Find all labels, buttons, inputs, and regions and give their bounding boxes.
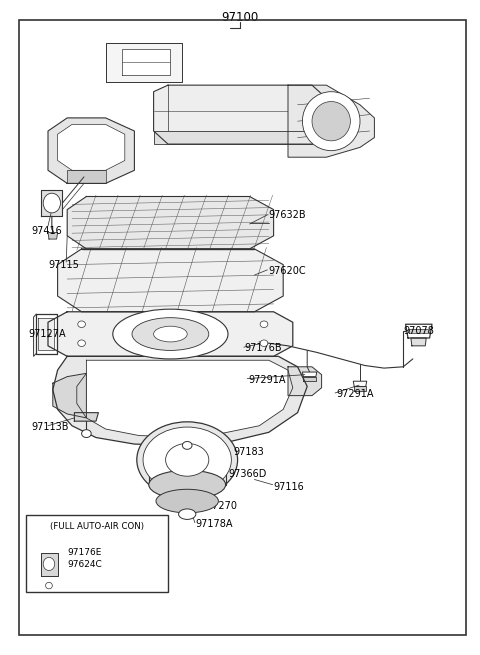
Polygon shape [74,413,98,421]
Polygon shape [106,43,182,82]
Polygon shape [154,131,312,144]
Ellipse shape [46,582,52,589]
Polygon shape [41,553,58,576]
Ellipse shape [82,430,91,438]
Polygon shape [302,372,317,377]
Ellipse shape [78,321,85,328]
Polygon shape [58,249,283,312]
Polygon shape [411,338,426,346]
Polygon shape [48,233,58,239]
Text: 97416: 97416 [31,225,62,236]
Polygon shape [48,118,134,183]
Ellipse shape [182,441,192,449]
Ellipse shape [137,422,238,498]
Ellipse shape [143,427,231,493]
Text: 97115: 97115 [48,259,79,270]
Polygon shape [409,329,428,333]
Polygon shape [67,196,274,249]
Text: 97078: 97078 [403,326,434,337]
Ellipse shape [179,509,196,519]
Text: (FULL AUTO-AIR CON): (FULL AUTO-AIR CON) [50,522,144,531]
Polygon shape [122,49,170,75]
Polygon shape [41,190,62,216]
Polygon shape [58,124,125,170]
Text: 97291A: 97291A [336,389,373,400]
Text: 97178A: 97178A [196,519,233,529]
Polygon shape [154,85,326,144]
Ellipse shape [260,340,268,346]
Ellipse shape [43,193,60,213]
Polygon shape [406,324,432,338]
Polygon shape [38,318,54,350]
Ellipse shape [113,309,228,359]
Polygon shape [288,85,374,157]
Text: 97113B: 97113B [31,422,69,432]
Ellipse shape [149,470,226,499]
Polygon shape [288,367,322,396]
Ellipse shape [312,102,350,141]
Polygon shape [48,312,293,356]
Polygon shape [149,460,226,485]
Text: 97127A: 97127A [29,329,66,339]
Ellipse shape [132,318,209,350]
Ellipse shape [156,489,218,513]
Polygon shape [77,360,293,437]
Text: 97291A: 97291A [248,375,286,385]
Text: 97620C: 97620C [269,266,306,276]
Text: 97176E: 97176E [67,548,102,557]
Polygon shape [53,373,86,418]
Ellipse shape [43,557,55,571]
Text: 97100: 97100 [221,10,259,24]
Ellipse shape [166,443,209,476]
Polygon shape [53,356,307,445]
Ellipse shape [302,92,360,151]
Ellipse shape [149,445,226,474]
Text: 97624C: 97624C [67,560,102,569]
Ellipse shape [78,340,85,346]
Polygon shape [353,381,367,386]
Text: 97183: 97183 [234,447,264,457]
Text: 97176B: 97176B [245,343,282,354]
Polygon shape [354,386,366,391]
Text: 97366D: 97366D [228,469,266,479]
Bar [26,515,168,592]
Ellipse shape [260,321,268,328]
Text: 97270: 97270 [206,500,238,511]
Ellipse shape [154,326,187,342]
Text: 97116: 97116 [274,481,304,492]
Text: 97632B: 97632B [269,210,306,220]
Polygon shape [303,377,316,381]
Polygon shape [36,314,57,354]
Polygon shape [67,170,106,183]
